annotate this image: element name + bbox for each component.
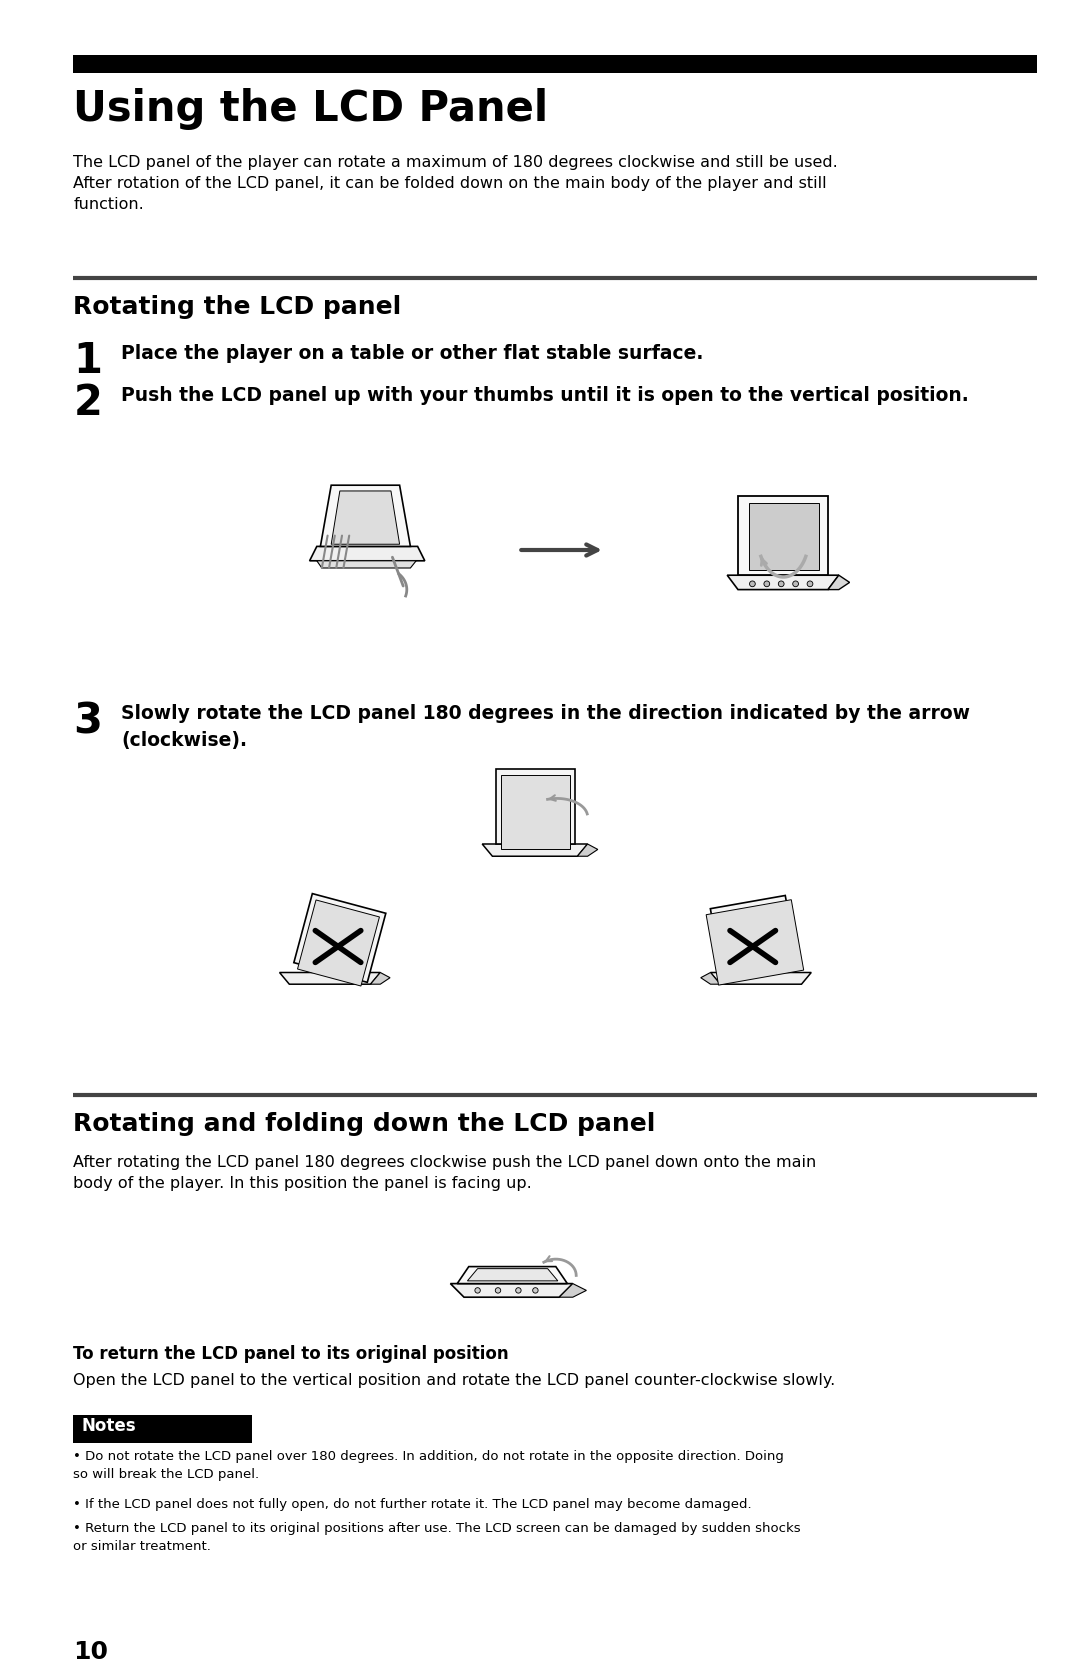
Text: The LCD panel of the player can rotate a maximum of 180 degrees clockwise and st: The LCD panel of the player can rotate a… [73,154,838,211]
Text: 1: 1 [73,340,103,382]
Circle shape [475,1288,481,1293]
Text: Place the player on a table or other flat stable surface.: Place the player on a table or other fla… [121,344,704,362]
Circle shape [532,1288,538,1293]
Circle shape [764,580,770,587]
Polygon shape [297,901,379,986]
Circle shape [750,580,755,587]
Polygon shape [482,844,588,857]
Polygon shape [310,547,424,560]
Polygon shape [738,496,828,575]
Polygon shape [559,1283,586,1298]
Polygon shape [828,575,850,590]
Polygon shape [578,844,598,857]
Text: To return the LCD panel to its original position: To return the LCD panel to its original … [73,1345,509,1363]
Text: Push the LCD panel up with your thumbs until it is open to the vertical position: Push the LCD panel up with your thumbs u… [121,386,969,406]
Bar [73,1415,252,1442]
Polygon shape [711,896,798,979]
Polygon shape [711,973,811,984]
Polygon shape [457,1266,567,1283]
Polygon shape [316,560,416,569]
Polygon shape [280,973,380,984]
Polygon shape [706,899,804,984]
Polygon shape [321,485,410,547]
Polygon shape [370,973,390,984]
Text: • Do not rotate the LCD panel over 180 degrees. In addition, do not rotate in th: • Do not rotate the LCD panel over 180 d… [73,1451,784,1481]
Text: Notes: Notes [81,1417,136,1436]
Circle shape [793,580,798,587]
Text: • Return the LCD panel to its original positions after use. The LCD screen can b: • Return the LCD panel to its original p… [73,1523,801,1553]
Circle shape [807,580,813,587]
Text: 3: 3 [73,699,103,741]
Text: Rotating and folding down the LCD panel: Rotating and folding down the LCD panel [73,1112,656,1135]
Bar [73,55,1037,74]
Polygon shape [450,1283,572,1298]
Text: 10: 10 [73,1640,108,1664]
Text: • If the LCD panel does not fully open, do not further rotate it. The LCD panel : • If the LCD panel does not fully open, … [73,1498,752,1511]
Circle shape [496,1288,501,1293]
Polygon shape [468,1268,558,1281]
Polygon shape [727,575,839,590]
Text: Open the LCD panel to the vertical position and rotate the LCD panel counter-clo: Open the LCD panel to the vertical posit… [73,1373,836,1389]
Circle shape [779,580,784,587]
Polygon shape [496,770,576,844]
Polygon shape [701,973,720,984]
Polygon shape [501,775,570,850]
Polygon shape [748,503,819,570]
Text: Using the LCD Panel: Using the LCD Panel [73,87,549,131]
Text: After rotating the LCD panel 180 degrees clockwise push the LCD panel down onto : After rotating the LCD panel 180 degrees… [73,1155,816,1191]
Text: Slowly rotate the LCD panel 180 degrees in the direction indicated by the arrow
: Slowly rotate the LCD panel 180 degrees … [121,704,971,750]
Text: 2: 2 [73,382,103,424]
Polygon shape [332,491,400,545]
Text: Rotating the LCD panel: Rotating the LCD panel [73,295,402,319]
Polygon shape [294,894,386,983]
Circle shape [515,1288,522,1293]
